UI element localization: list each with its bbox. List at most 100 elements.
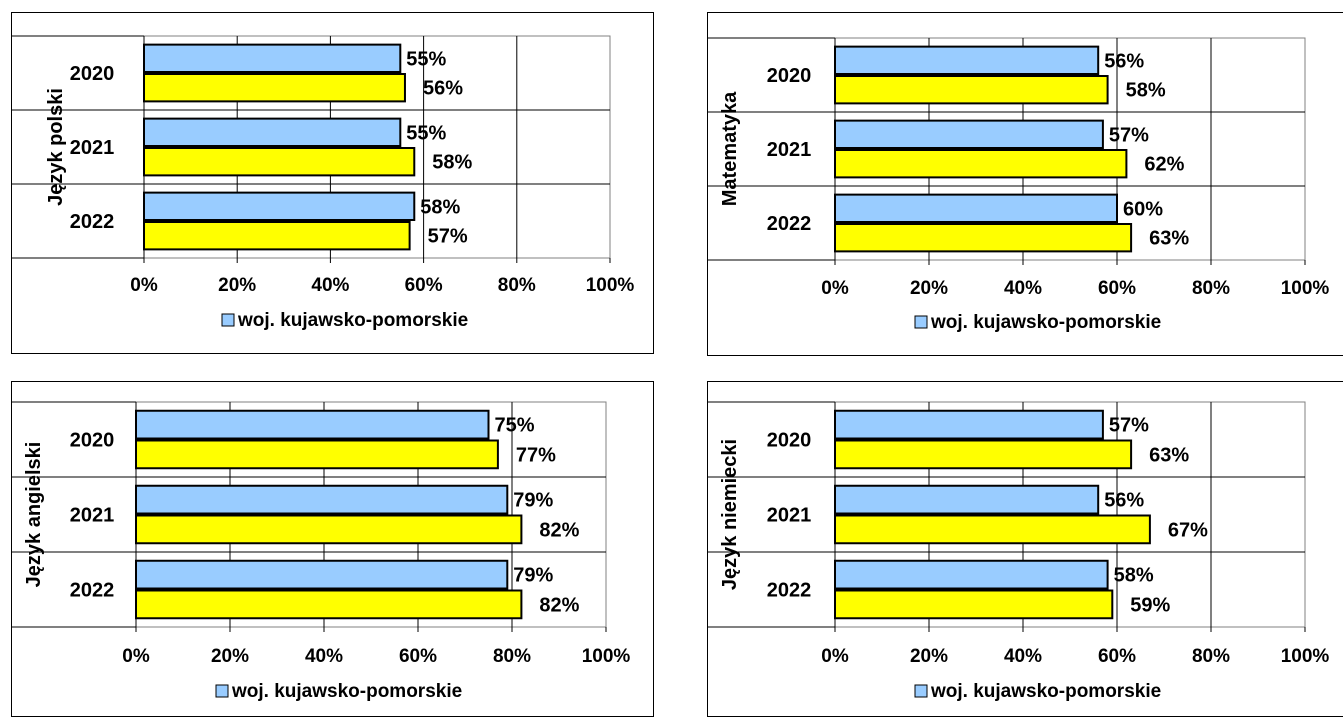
data-label: 59% (1130, 594, 1170, 616)
bar-series-2 (143, 221, 411, 251)
data-label: 63% (1149, 444, 1189, 466)
bar-series-1 (135, 409, 490, 440)
category-label: 2020 (767, 430, 812, 452)
chart-panel-polish: 0% 20% 40% 60% 80% 100% 2020 2021 2022 Język pols… (11, 12, 654, 354)
chart-panel-english: 0% 20% 40% 60% 80% 100% 2020 2021 2022 Język angi… (11, 381, 654, 717)
data-label: 75% (495, 415, 535, 437)
x-tick-label: 40% (305, 646, 343, 667)
category-label: 2022 (70, 211, 115, 233)
data-label: 63% (1149, 228, 1189, 250)
legend-swatch (914, 315, 928, 329)
bar-series-2 (135, 589, 523, 620)
bar-series-1 (143, 117, 402, 148)
bar-series-1 (135, 484, 509, 515)
bar-series-2 (834, 439, 1133, 470)
x-tick-label: 20% (218, 275, 256, 296)
y-axis-title: Matematyka (719, 91, 741, 206)
legend-label: woj. kujawsko-pomorskie (231, 681, 462, 702)
x-tick-label: 20% (211, 646, 249, 667)
x-tick-label: 60% (399, 646, 437, 667)
category-label: 2021 (767, 505, 812, 527)
y-axis-title: Język polski (45, 88, 67, 206)
bar-series-1 (143, 43, 402, 73)
x-tick-label: 20% (910, 278, 948, 299)
data-label: 57% (1109, 415, 1149, 437)
legend-swatch (221, 313, 235, 327)
legend-swatch (914, 684, 928, 698)
x-tick-label: 0% (122, 646, 150, 667)
chart-panel-german: 0% 20% 40% 60% 80% 100% 2020 2021 2022 Język niem… (707, 381, 1343, 717)
x-tick-label: 20% (910, 646, 948, 667)
x-tick-label: 80% (493, 646, 531, 667)
data-label: 79% (513, 490, 553, 512)
chart-panel-math: 0% 20% 40% 60% 80% 100% 2020 2021 2022 Matematyka… (707, 12, 1343, 356)
bar-series-2 (143, 147, 416, 177)
legend-label: woj. kujawsko-pomorskie (930, 312, 1161, 333)
data-label: 58% (420, 196, 460, 218)
bar-series-2 (834, 589, 1114, 620)
data-label: 55% (406, 122, 446, 144)
x-tick-label: 80% (1192, 278, 1230, 299)
bar-series-2 (135, 514, 523, 545)
category-label: 2020 (767, 65, 812, 87)
category-label: 2020 (70, 430, 115, 452)
x-tick-label: 100% (586, 275, 635, 296)
category-label: 2021 (70, 137, 115, 159)
bar-series-1 (143, 191, 416, 221)
category-label: 2022 (767, 213, 812, 235)
category-label: 2022 (767, 580, 812, 602)
x-tick-label: 60% (405, 275, 443, 296)
bar-series-1 (834, 484, 1100, 515)
bar-series-2 (834, 514, 1151, 545)
legend-label: woj. kujawsko-pomorskie (930, 681, 1161, 702)
x-tick-label: 40% (1004, 646, 1042, 667)
bar-series-1 (135, 559, 509, 590)
bar-series-1 (834, 559, 1109, 590)
bar-series-2 (143, 73, 406, 103)
category-label: 2022 (70, 580, 115, 602)
category-label: 2021 (767, 139, 812, 161)
bar-series-2 (834, 75, 1109, 105)
x-tick-label: 40% (311, 275, 349, 296)
data-label: 56% (1104, 490, 1144, 512)
chart-svg-english: 0% 20% 40% 60% 80% 100% 2020 2021 2022 Język angi… (12, 401, 631, 702)
chart-svg-german: 0% 20% 40% 60% 80% 100% 2020 2021 2022 Język niem… (708, 401, 1330, 702)
bar-series-2 (834, 149, 1128, 179)
data-label: 57% (428, 226, 468, 248)
data-label: 77% (516, 444, 556, 466)
x-tick-label: 100% (1281, 278, 1330, 299)
data-label: 56% (1104, 50, 1144, 72)
data-label: 58% (1126, 80, 1166, 102)
x-tick-label: 0% (821, 646, 849, 667)
data-label: 56% (423, 78, 463, 100)
data-label: 62% (1144, 154, 1184, 176)
bar-series-2 (834, 223, 1133, 253)
bar-series-1 (834, 119, 1104, 150)
bar-series-2 (135, 439, 499, 470)
x-tick-label: 60% (1098, 646, 1136, 667)
legend-label: woj. kujawsko-pomorskie (237, 310, 468, 331)
y-axis-title: Język niemiecki (719, 439, 741, 590)
category-label: 2021 (70, 505, 115, 527)
data-label: 55% (406, 48, 446, 70)
x-tick-label: 40% (1004, 278, 1042, 299)
data-label: 57% (1109, 124, 1149, 146)
legend-swatch (215, 684, 229, 698)
x-tick-label: 80% (498, 275, 536, 296)
x-tick-label: 100% (582, 646, 631, 667)
data-label: 67% (1168, 519, 1208, 541)
bar-series-1 (834, 45, 1100, 75)
data-label: 79% (513, 565, 553, 587)
x-tick-label: 80% (1192, 646, 1230, 667)
x-tick-label: 0% (130, 275, 158, 296)
x-tick-label: 0% (821, 278, 849, 299)
data-label: 82% (539, 519, 579, 541)
y-axis-title: Język angielski (23, 442, 45, 588)
data-label: 58% (432, 152, 472, 174)
bar-series-1 (834, 193, 1118, 223)
category-label: 2020 (70, 63, 115, 85)
x-tick-label: 100% (1281, 646, 1330, 667)
data-label: 82% (539, 594, 579, 616)
x-tick-label: 60% (1098, 278, 1136, 299)
